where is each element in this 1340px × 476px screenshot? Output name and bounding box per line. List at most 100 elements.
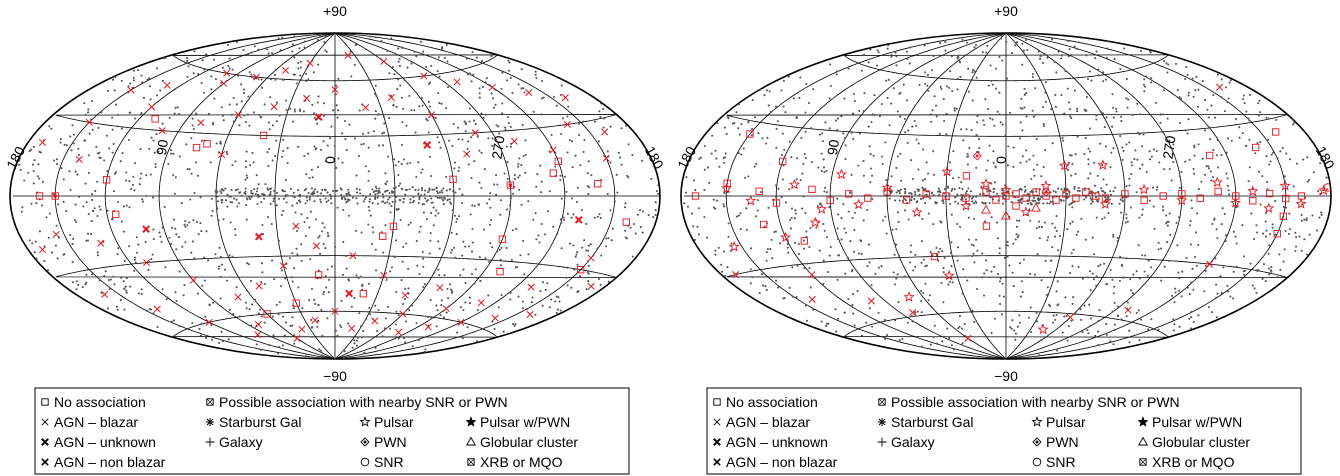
- catalogue-dot: [1245, 110, 1248, 113]
- catalogue-dot: [1256, 141, 1259, 144]
- catalogue-dot: [74, 219, 77, 222]
- catalogue-dot: [326, 268, 329, 271]
- catalogue-dot: [415, 239, 418, 243]
- catalogue-dot: [846, 256, 849, 260]
- catalogue-dot: [1013, 329, 1016, 332]
- catalogue-dot: [356, 191, 359, 194]
- catalogue-dot: [1192, 288, 1195, 291]
- catalogue-dot: [186, 75, 189, 78]
- catalogue-dot: [1193, 144, 1196, 147]
- catalogue-dot: [1188, 292, 1191, 295]
- catalogue-dot: [486, 202, 489, 205]
- catalogue-dot: [880, 102, 883, 106]
- catalogue-dot: [1250, 212, 1253, 215]
- catalogue-dot: [497, 306, 500, 309]
- catalogue-dot: [430, 64, 433, 67]
- bottom-latitude-label: −90: [323, 368, 347, 384]
- catalogue-dot: [395, 195, 398, 198]
- catalogue-dot: [867, 125, 870, 128]
- catalogue-dot: [32, 145, 36, 149]
- catalogue-dot: [263, 321, 266, 324]
- catalogue-dot: [766, 248, 769, 251]
- catalogue-dot: [260, 116, 263, 119]
- catalogue-dot: [54, 244, 57, 247]
- catalogue-dot: [468, 302, 471, 305]
- catalogue-dot: [446, 60, 449, 63]
- catalogue-dot: [511, 323, 515, 326]
- catalogue-dot: [966, 163, 969, 166]
- marker-no-association: [315, 271, 323, 279]
- catalogue-dot: [1185, 65, 1188, 68]
- catalogue-dot: [783, 148, 786, 151]
- catalogue-dot: [399, 199, 402, 202]
- marker-agn-blazar: [808, 295, 816, 303]
- catalogue-dot: [367, 146, 370, 149]
- catalogue-dots: [683, 34, 1328, 357]
- catalogue-dot: [586, 172, 589, 175]
- catalogue-dot: [749, 282, 752, 285]
- catalogue-dot: [1122, 150, 1125, 153]
- catalogue-dot: [1021, 107, 1024, 110]
- catalogue-dot: [973, 46, 976, 49]
- catalogue-dot: [112, 190, 116, 193]
- catalogue-dot: [116, 253, 119, 256]
- catalogue-dot: [1023, 185, 1027, 188]
- catalogue-dot: [1225, 151, 1228, 154]
- catalogue-dot: [939, 41, 942, 45]
- catalogue-dot: [800, 207, 804, 210]
- catalogue-dot: [271, 259, 274, 262]
- catalogue-dot: [906, 57, 909, 60]
- catalogue-dot: [105, 182, 108, 186]
- catalogue-dot: [1156, 186, 1159, 189]
- catalogue-dot: [210, 75, 213, 78]
- catalogue-dot: [1190, 316, 1193, 319]
- catalogue-dot: [200, 322, 203, 325]
- catalogue-dot: [218, 246, 221, 249]
- catalogue-dot: [173, 112, 176, 115]
- catalogue-dot: [186, 57, 189, 60]
- catalogue-dot: [1191, 77, 1194, 80]
- catalogue-dot: [107, 89, 110, 92]
- catalogue-dot: [1204, 264, 1207, 267]
- catalogue-dot: [820, 320, 823, 323]
- catalogue-dot: [421, 104, 424, 107]
- catalogue-dot: [1150, 81, 1153, 84]
- catalogue-dot: [1046, 56, 1049, 59]
- catalogue-dot: [215, 142, 218, 145]
- catalogue-dot: [994, 166, 997, 169]
- catalogue-dot: [766, 136, 769, 139]
- catalogue-dot: [300, 243, 303, 246]
- catalogue-dot: [1128, 329, 1131, 332]
- catalogue-dot: [475, 56, 478, 59]
- catalogue-dot: [388, 327, 392, 330]
- catalogue-dot: [1300, 219, 1303, 222]
- catalogue-dot: [956, 259, 959, 262]
- catalogue-dot: [559, 178, 562, 181]
- catalogue-dot: [203, 279, 206, 282]
- catalogue-dot: [1322, 189, 1325, 192]
- catalogue-dot: [319, 192, 322, 195]
- catalogue-dot: [727, 235, 730, 238]
- catalogue-dot: [258, 113, 261, 117]
- catalogue-dot: [1105, 333, 1108, 336]
- catalogue-dot: [886, 47, 889, 50]
- catalogue-dot: [84, 182, 87, 185]
- catalogue-dot: [376, 329, 379, 333]
- catalogue-dot: [983, 123, 986, 126]
- catalogue-dot: [1227, 189, 1230, 192]
- catalogue-dot: [31, 242, 34, 245]
- catalogue-dot: [84, 113, 87, 116]
- catalogue-dot: [1067, 101, 1071, 104]
- catalogue-dot: [458, 215, 461, 218]
- catalogue-dot: [495, 124, 498, 127]
- catalogue-dot: [1184, 160, 1187, 163]
- catalogue-dot: [282, 209, 285, 213]
- catalogue-dot: [1152, 186, 1155, 189]
- catalogue-dot: [299, 66, 302, 69]
- catalogue-dot: [282, 138, 285, 141]
- longitude-line: [158, 32, 336, 360]
- catalogue-dot: [1112, 116, 1115, 119]
- catalogue-dot: [359, 192, 362, 195]
- catalogue-dot: [1033, 113, 1037, 116]
